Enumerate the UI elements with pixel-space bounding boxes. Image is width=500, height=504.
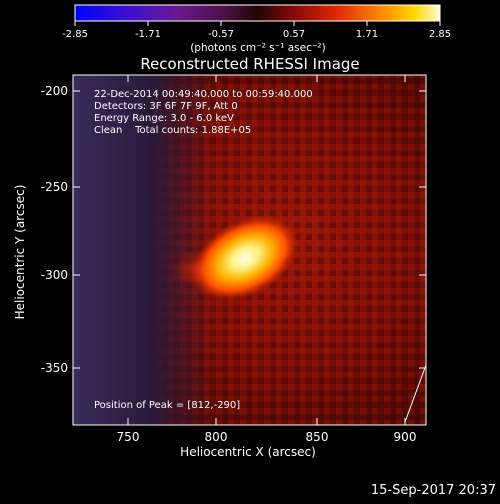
colorbar-tick-label: -0.57	[208, 29, 234, 40]
info-time-range: 22-Dec-2014 00:49:40.000 to 00:59:40.000	[94, 89, 313, 100]
footer-timestamp: 15-Sep-2017 20:37	[371, 483, 496, 498]
x-tick-label: 750	[117, 430, 140, 444]
y-axis-label: Heliocentric Y (arcsec)	[13, 185, 27, 320]
y-tick-label: -350	[41, 361, 68, 375]
colorbar-gradient	[74, 4, 441, 22]
plot-title: Reconstructed RHESSI Image	[140, 55, 359, 73]
info-energy-range: Energy Range: 3.0 - 6.0 keV	[94, 113, 234, 124]
colorbar-tick-label: 2.85	[429, 29, 451, 40]
x-tick-label: 900	[394, 430, 417, 444]
solar-image	[73, 75, 426, 425]
colorbar-tick-label: -1.71	[135, 29, 161, 40]
x-axis: 750 800 850 900	[117, 75, 417, 444]
flare-source	[190, 214, 300, 302]
colorbar: -2.85 -1.71 -0.57 0.57 1.71 2.85 (photons cm⁻…	[62, 4, 451, 54]
colorbar-ticks: -2.85 -1.71 -0.57 0.57 1.71 2.85	[62, 21, 451, 40]
colorbar-tick-label: -2.85	[62, 29, 88, 40]
colorbar-tick-label: 1.71	[356, 29, 378, 40]
limb-line	[404, 364, 427, 423]
info-clean-counts: Clean Total counts: 1.88E+05	[94, 125, 251, 136]
y-tick-label: -250	[41, 180, 68, 194]
info-detectors: Detectors: 3F 6F 7F 9F, Att 0	[94, 101, 238, 112]
y-tick-label: -300	[41, 268, 68, 282]
x-tick-label: 800	[205, 430, 228, 444]
y-tick-label: -200	[41, 84, 68, 98]
x-axis-label: Heliocentric X (arcsec)	[180, 445, 316, 459]
info-block: 22-Dec-2014 00:49:40.000 to 00:59:40.000…	[94, 89, 313, 136]
colorbar-tick-label: 0.57	[283, 29, 305, 40]
x-tick-label: 850	[306, 430, 329, 444]
plot-frame	[72, 74, 427, 426]
colorbar-units: (photons cm⁻² s⁻¹ asec⁻²)	[190, 42, 325, 54]
y-axis: -200 -250 -300 -350	[41, 84, 426, 375]
peak-position-label: Position of Peak = [812,-290]	[94, 400, 240, 411]
